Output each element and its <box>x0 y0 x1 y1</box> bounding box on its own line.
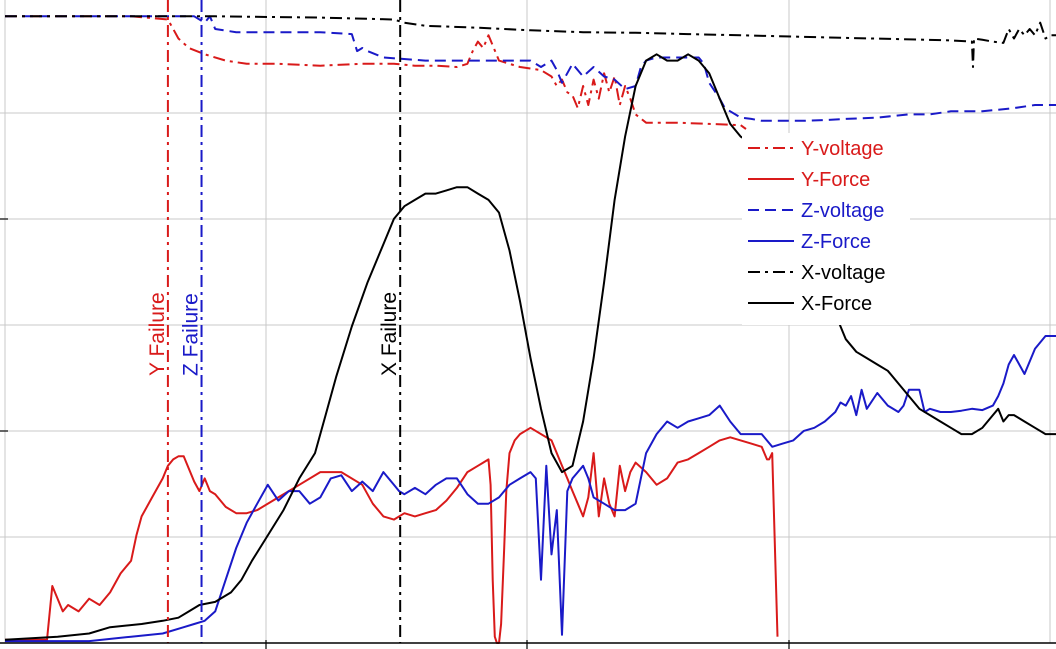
series-line-z-force <box>5 335 1056 643</box>
legend: Y-voltage Y-Force Z-voltage Z-Force X-voltag… <box>742 133 910 325</box>
series-line-x-force <box>4 53 1056 641</box>
series-layer <box>4 15 1056 644</box>
series-line-x-voltage <box>5 15 1056 68</box>
legend-label-0: Y-voltage <box>801 138 884 160</box>
failure-label-1: Z Failure <box>180 293 203 376</box>
failure-label-2: X Failure <box>378 292 401 376</box>
series-line-y-force <box>5 426 779 644</box>
failure-label-0: Y Failure <box>146 292 169 376</box>
legend-label-2: Z-voltage <box>801 200 884 222</box>
legend-label-4: X-voltage <box>801 262 886 284</box>
legend-label-3: Z-Force <box>801 231 871 253</box>
failure-annotations: Y Failure Z Failure X Failure <box>146 0 402 643</box>
series-line-y-voltage <box>5 15 747 130</box>
legend-box <box>742 133 910 325</box>
legend-label-1: Y-Force <box>801 169 870 191</box>
series-line-z-voltage <box>5 15 1056 122</box>
legend-label-5: X-Force <box>801 293 872 315</box>
